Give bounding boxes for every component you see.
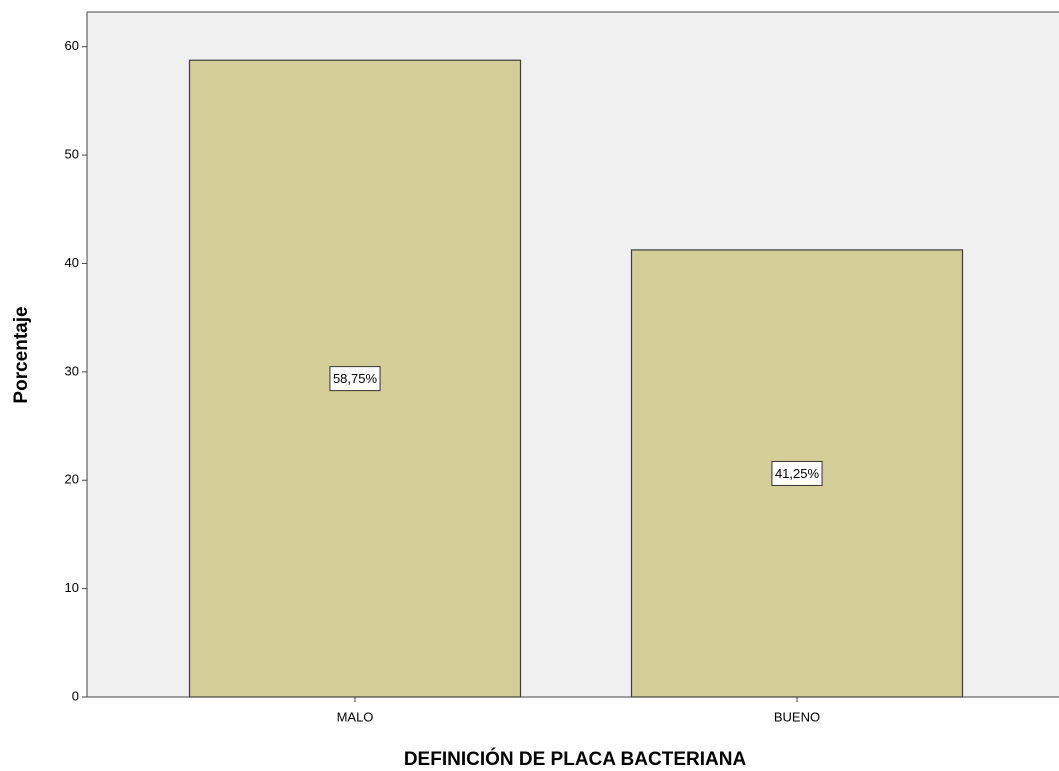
x-tick-label: BUENO: [774, 709, 820, 724]
y-tick-label: 60: [65, 38, 79, 53]
x-tick-label: MALO: [337, 709, 374, 724]
value-label: 58,75%: [333, 371, 378, 386]
value-label-box: [329, 366, 381, 392]
y-tick-label: 0: [72, 688, 79, 703]
y-tick-label: 50: [65, 147, 79, 162]
x-axis-title: DEFINICIÓN DE PLACA BACTERIANA: [404, 748, 747, 770]
y-tick-label: 10: [65, 580, 79, 595]
y-tick-label: 40: [65, 255, 79, 270]
y-tick-label: 30: [65, 363, 79, 378]
value-label: 41,25%: [775, 466, 820, 481]
y-axis-title: Porcentaje: [11, 306, 32, 403]
y-tick-label: 20: [65, 472, 79, 487]
value-label-box: [771, 460, 823, 486]
bar: [630, 249, 964, 698]
